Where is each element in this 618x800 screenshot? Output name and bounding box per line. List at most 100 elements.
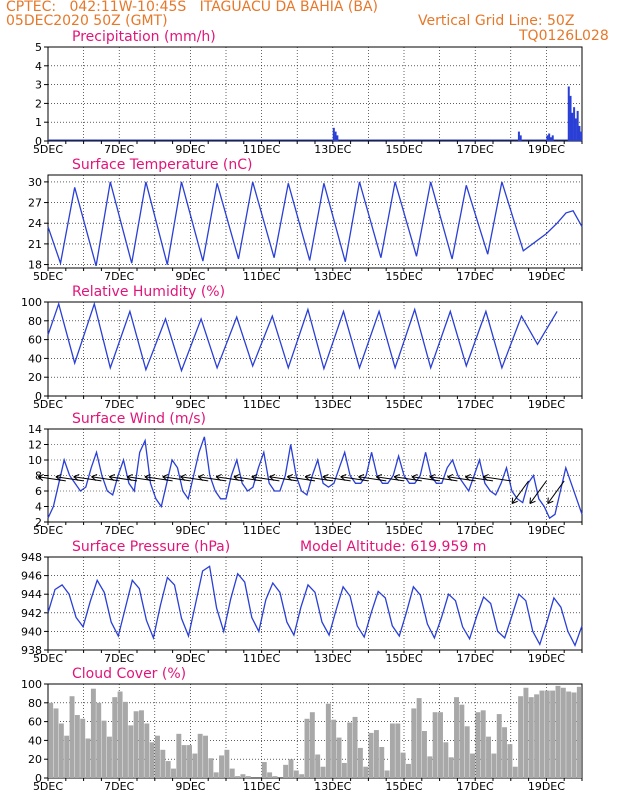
precip-bar [576, 110, 579, 141]
wind-arrowhead [447, 476, 453, 481]
cloud-bar [293, 770, 299, 778]
pressure-line [47, 565, 583, 648]
precip-bar [336, 135, 339, 141]
x-tick-label: 5DEC [33, 398, 63, 411]
wind-arrowhead [464, 476, 471, 481]
x-tick-label: 13DEC [314, 524, 351, 537]
cloud-bar [507, 744, 513, 778]
cloud-bar [320, 766, 326, 778]
x-tick-label: 9DEC [175, 143, 205, 156]
wind-arrow [376, 476, 405, 482]
wind-arrow [73, 476, 102, 482]
cloud-bar [224, 749, 230, 778]
wind-arrowhead [429, 473, 436, 478]
x-tick-label: 19DEC [528, 524, 565, 537]
cloud-bar [245, 776, 251, 778]
wind-arrowhead [511, 500, 518, 505]
y-tick-label: 946 [21, 570, 42, 583]
x-tick-label: 15DEC [385, 143, 422, 156]
y-tick-label: 27 [28, 197, 42, 210]
precip-bar [573, 107, 576, 141]
wind-arrowhead [269, 473, 276, 478]
cloud-bar [470, 753, 475, 778]
cloud-bar [267, 772, 273, 778]
cloud-bar [336, 737, 342, 778]
cloud-bar [395, 723, 401, 778]
wind-arrow [358, 476, 387, 482]
cloud-bar [363, 766, 369, 778]
y-tick-label: 24 [28, 217, 42, 230]
cloud-bar [80, 718, 86, 778]
x-tick-label: 17DEC [457, 652, 494, 665]
header-grid-line: Vertical Grid Line: 50Z [418, 13, 575, 29]
cloud-bar [160, 749, 166, 778]
wind-arrowhead [198, 473, 205, 478]
x-tick-label: 11DEC [243, 143, 280, 156]
wind-arrowhead [447, 473, 454, 478]
precip-bar [551, 135, 554, 141]
cloud-bar [90, 688, 96, 778]
x-tick-label: 15DEC [385, 652, 422, 665]
cloud-bar [422, 731, 427, 778]
cloud-bar [464, 726, 470, 778]
wind-arrowhead [215, 476, 222, 481]
cloud-bar [576, 686, 582, 778]
cloud-bar [288, 759, 294, 778]
wind-arrow [127, 476, 155, 482]
cloud-bar [544, 690, 550, 778]
cloud-bar [122, 701, 128, 778]
wind-arrow [340, 476, 369, 482]
wind-arrowhead [126, 476, 133, 481]
cloud-bar [240, 774, 246, 778]
y-tick-label: 942 [21, 607, 42, 620]
wind-arrowhead [109, 473, 116, 478]
y-tick-label: 14 [28, 423, 42, 436]
cloud-bar [203, 735, 208, 778]
cloud-bar [331, 719, 337, 778]
cloud-bar [128, 725, 134, 778]
cloud-bar [427, 756, 433, 778]
cloud-bar [480, 710, 486, 778]
cloud-bar [53, 708, 59, 778]
cloud-bar [208, 758, 214, 778]
x-tick-label: 19DEC [528, 652, 565, 665]
precip-bar [546, 135, 549, 141]
cloud-bar [496, 714, 502, 778]
cloud-bar [58, 723, 64, 778]
x-tick-label: 7DEC [104, 652, 134, 665]
cloud-bar [138, 710, 144, 778]
wind-arrowhead [393, 473, 400, 478]
wind-arrowhead [73, 476, 79, 481]
y-tick-label: 21 [28, 238, 42, 251]
cloud-bar [85, 738, 91, 778]
x-tick-label: 9DEC [175, 780, 205, 793]
precip-bar [549, 137, 552, 141]
x-tick-label: 17DEC [457, 398, 494, 411]
precip-bar [567, 86, 570, 141]
x-tick-label: 5DEC [33, 143, 63, 156]
wind-arrowhead [529, 500, 536, 505]
y-tick-label: 6 [35, 485, 42, 498]
y-tick-label: 20 [28, 753, 42, 766]
cloud-bar [539, 690, 545, 778]
wind-arrowhead [55, 476, 61, 481]
y-tick-label: 2 [35, 97, 42, 110]
cloud-bar [96, 702, 102, 778]
wind-arrow [287, 476, 316, 482]
y-tick-label: 0 [35, 772, 42, 785]
y-tick-label: 1 [35, 116, 42, 129]
wind-arrow [547, 480, 565, 504]
x-tick-label: 15DEC [385, 780, 422, 793]
wind-arrowhead [358, 473, 365, 478]
wind-arrowhead [286, 476, 293, 481]
humidity-line [47, 301, 558, 373]
precip-bar [580, 131, 583, 141]
cloud-bar [566, 691, 572, 778]
panel-3 [44, 428, 583, 525]
cloud-bar [560, 687, 566, 778]
cloud-bar [304, 718, 310, 778]
panel-title: Surface Temperature (nC) [72, 157, 253, 173]
wind-arrow [198, 476, 227, 482]
cloud-bar [443, 742, 449, 778]
